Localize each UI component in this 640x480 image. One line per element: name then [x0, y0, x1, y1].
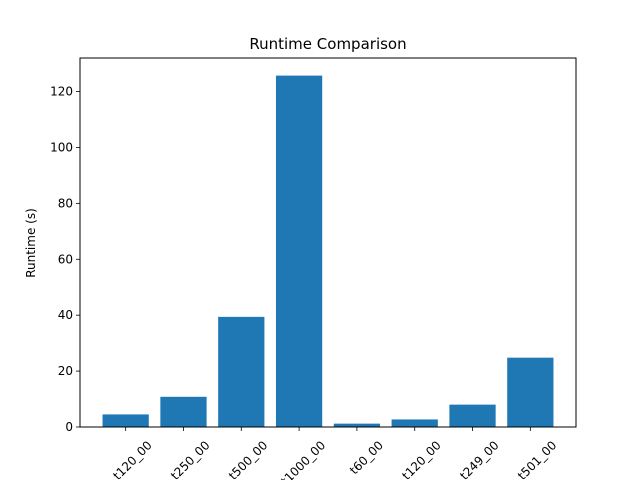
plot-frame: [79, 57, 577, 428]
x-tick-label-4: t60_00: [347, 438, 386, 477]
bar-2: [218, 316, 265, 427]
y-tick-label-6: 120: [50, 85, 73, 99]
y-tick-label-2: 40: [58, 308, 73, 322]
bar-3: [275, 75, 323, 428]
x-axis-ticks: t120_00 t250_00 t500_00 t1000_00 t60_00 t120_…: [110, 427, 559, 480]
x-tick-label-7: t501_00: [515, 438, 559, 480]
x-tick-label-5: t120_00: [399, 438, 443, 480]
y-axis-ticks: 0 20 40 60 80 100 120: [50, 85, 80, 434]
bar-0: [102, 414, 149, 427]
y-tick-label-4: 80: [58, 196, 73, 210]
x-tick-label-0: t120_00: [110, 438, 154, 480]
y-tick-label-3: 60: [58, 252, 73, 266]
bar-1: [160, 396, 207, 427]
chart-title: Runtime Comparison: [249, 35, 406, 53]
y-axis-label: Runtime (s): [24, 208, 38, 278]
x-tick-label-1: t250_00: [168, 438, 212, 480]
bar-4: [333, 423, 381, 427]
y-tick-label-0: 0: [65, 420, 73, 434]
bar-6: [449, 404, 496, 427]
bar-5: [391, 419, 438, 427]
x-tick-label-3: t1000_00: [278, 438, 328, 480]
x-tick-label-2: t500_00: [226, 438, 270, 480]
y-tick-label-5: 100: [50, 140, 73, 154]
bar-7: [507, 357, 554, 427]
y-tick-label-1: 20: [58, 364, 73, 378]
bars-group: [102, 75, 554, 428]
x-tick-label-6: t249_00: [457, 438, 501, 480]
